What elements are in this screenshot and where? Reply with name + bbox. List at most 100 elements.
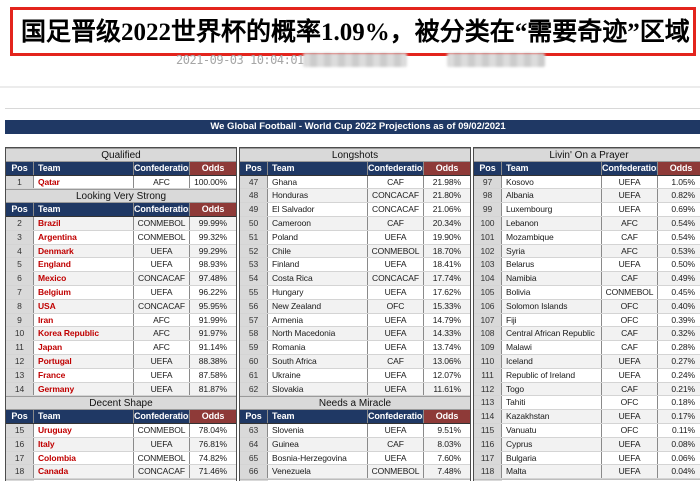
column-header-team: Team [34, 410, 134, 423]
pos-cell: 8 [6, 299, 34, 313]
team-cell: North Macedonia [268, 327, 368, 341]
confederation-cell: CONMEBOL [368, 465, 424, 479]
pos-cell: 59 [240, 341, 268, 354]
column-header-odds: Odds [190, 161, 236, 175]
odds-cell: 0.11% [672, 424, 695, 435]
pos-cell: 116 [474, 437, 502, 451]
confederation-cell: CAF [602, 272, 658, 285]
confederation-cell: UEFA [368, 285, 424, 299]
pos-cell: 4 [6, 244, 34, 258]
table-row: 48 Honduras CONCACAF 21.80% [240, 189, 470, 204]
team-cell: Syria [502, 244, 602, 258]
team-cell: Kosovo [502, 175, 602, 189]
table-row: 3 Argentina CONMEBOL 99.32% [6, 230, 236, 245]
table-row: 16 Italy UEFA 76.81% [6, 437, 236, 452]
odds-cell: 0.28% [671, 342, 695, 353]
confederation-cell: AFC [602, 244, 658, 258]
confederation-cell: UEFA [602, 175, 658, 189]
odds-cell: 19.90% [432, 231, 461, 242]
odds-cell: 17.62% [432, 286, 461, 297]
confederation-cell: CONMEBOL [134, 230, 190, 244]
odds-cell: 9.51% [437, 424, 461, 435]
odds-cell: 21.06% [432, 204, 461, 215]
team-cell: Cyprus [502, 437, 602, 451]
table-row: 98 Albania UEFA 0.82% [474, 189, 700, 204]
odds-cell: 0.08% [658, 437, 700, 451]
team-cell: Bulgaria [502, 451, 602, 465]
odds-cell: 0.39% [671, 314, 695, 325]
pos-cell: 3 [6, 230, 34, 244]
confederation-cell: UEFA [602, 410, 658, 423]
column-header-team: Team [268, 161, 368, 175]
confederation-cell: CONCACAF [134, 299, 190, 313]
column-header-row: Pos Team Confederation Odds [6, 161, 236, 176]
clipped-next-row [6, 479, 236, 481]
confederation-cell: OFC [602, 396, 658, 410]
table-row: 17 Colombia CONMEBOL 74.82% [6, 451, 236, 466]
redacted-source-block [303, 53, 407, 67]
team-cell: Republic of Ireland [502, 368, 602, 382]
team-cell: Malta [502, 465, 602, 479]
team-cell: Denmark [34, 244, 134, 258]
pos-cell: 7 [6, 285, 34, 299]
pos-cell: 13 [6, 368, 34, 382]
pos-cell: 97 [474, 175, 502, 189]
table-row: 103 Belarus UEFA 0.50% [474, 258, 700, 273]
team-cell: Mexico [34, 272, 134, 285]
pos-cell: 111 [474, 368, 502, 382]
panel-livin-on-a-prayer: Livin' On a Prayer Pos Team Confederation Od… [473, 147, 700, 481]
confederation-cell: UEFA [602, 437, 658, 451]
pos-cell: 47 [240, 175, 268, 189]
pos-cell: 54 [240, 272, 268, 285]
projections-table: We Global Football - World Cup 2022 Proj… [5, 108, 700, 481]
confederation-cell: CONCACAF [134, 272, 190, 285]
odds-cell: 91.14% [198, 342, 227, 353]
pos-cell: 16 [6, 437, 34, 451]
team-cell: Fiji [502, 313, 602, 327]
odds-cell: 14.33% [424, 327, 470, 341]
pos-cell: 9 [6, 313, 34, 327]
confederation-cell: OFC [602, 299, 658, 313]
team-cell: Japan [34, 341, 134, 354]
table-row: 62 Slovakia UEFA 11.61% [240, 382, 470, 397]
confederation-cell: UEFA [368, 451, 424, 465]
team-cell: Costa Rica [268, 272, 368, 285]
headline-box: 国足晋级2022世界杯的概率1.09%，被分类在“需要奇迹”区域 [10, 7, 696, 56]
column-header-odds: Odds [424, 410, 470, 423]
pos-cell: 106 [474, 299, 502, 313]
odds-cell: 99.99% [190, 216, 236, 230]
panel-longshots-needs-miracle: Longshots Pos Team Confederation Odds 47 Ghana… [239, 147, 471, 481]
column-header-pos: Pos [6, 161, 34, 175]
table-row: 117 Bulgaria UEFA 0.06% [474, 451, 700, 466]
section-divider [0, 86, 700, 88]
table-row: 18 Canada CONCACAF 71.46% [6, 465, 236, 480]
group-header-row: Longshots [240, 148, 470, 162]
pos-cell: 6 [6, 272, 34, 285]
team-cell: Germany [34, 382, 134, 396]
odds-cell: 13.06% [424, 354, 470, 368]
column-header-odds: Odds [424, 161, 470, 175]
table-row: 55 Hungary UEFA 17.62% [240, 285, 470, 300]
confederation-cell: CONMEBOL [602, 285, 658, 299]
team-cell: Guinea [268, 437, 368, 451]
team-cell: Venezuela [268, 465, 368, 479]
odds-cell: 76.81% [190, 437, 236, 451]
confederation-cell: UEFA [368, 313, 424, 327]
table-row: 2 Brazil CONMEBOL 99.99% [6, 216, 236, 231]
pos-cell: 56 [240, 299, 268, 313]
table-row: 116 Cyprus UEFA 0.08% [474, 437, 700, 452]
confederation-cell: UEFA [368, 258, 424, 272]
table-row: 60 South Africa CAF 13.06% [240, 354, 470, 369]
table-row: 9 Iran AFC 91.99% [6, 313, 236, 328]
odds-cell: 12.07% [432, 369, 461, 380]
odds-cell: 71.46% [190, 465, 236, 479]
team-cell: Romania [268, 341, 368, 354]
team-cell: Canada [34, 465, 134, 479]
team-cell: South Africa [268, 354, 368, 368]
team-cell: El Salvador [268, 203, 368, 216]
clipped-next-row [474, 479, 700, 481]
column-header-pos: Pos [6, 203, 34, 216]
team-cell: Argentina [34, 230, 134, 244]
team-cell: Qatar [34, 175, 134, 189]
column-header-row: Pos Team Confederation Odds [240, 161, 470, 176]
